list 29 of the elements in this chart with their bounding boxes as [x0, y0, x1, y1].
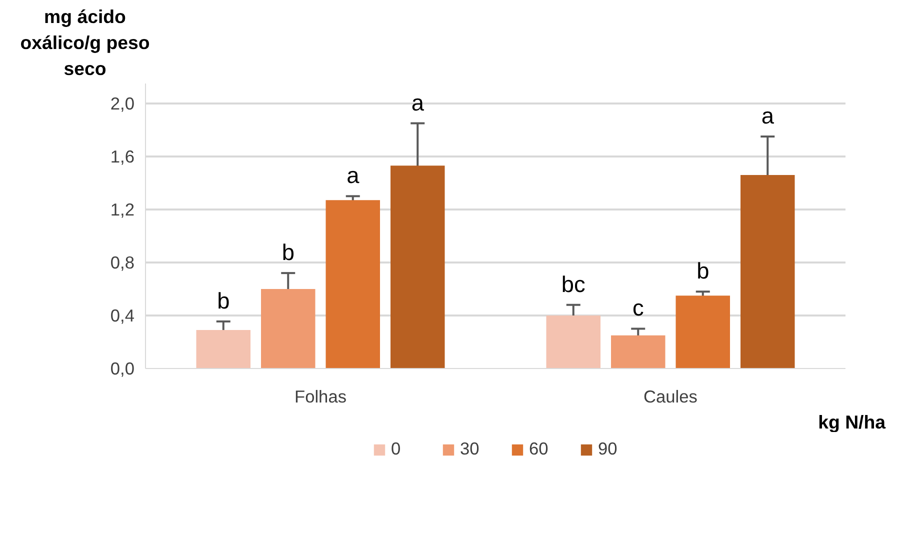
- y-axis-title: mg ácido oxálico/g peso seco: [19, 5, 151, 82]
- x-tick-label: Caules: [644, 386, 698, 406]
- bar: [740, 174, 795, 368]
- bar: [261, 288, 316, 368]
- y-tick-label: 1,6: [110, 146, 135, 166]
- y-tick-label: 0,0: [110, 358, 135, 378]
- legend-label: 0: [391, 438, 402, 460]
- legend-label: 30: [460, 438, 480, 460]
- data-label: b: [217, 287, 230, 314]
- bar: [546, 315, 600, 368]
- data-label: c: [632, 294, 644, 321]
- legend-label: 90: [598, 438, 618, 460]
- y-tick-label: 0,4: [110, 305, 135, 326]
- legend-label: 60: [529, 438, 549, 460]
- data-label: b: [282, 239, 294, 266]
- data-label: a: [761, 102, 774, 129]
- data-label: b: [696, 258, 710, 284]
- bar: [326, 200, 380, 368]
- bar: [390, 166, 445, 368]
- x-tick-label: Folhas: [294, 386, 347, 406]
- y-tick-label: 2,0: [110, 93, 135, 114]
- data-label: a: [411, 89, 424, 116]
- bar: [611, 335, 666, 368]
- y-tick-label: 1,2: [110, 199, 135, 220]
- bar: [196, 330, 250, 368]
- y-tick-label: 0,8: [110, 252, 135, 272]
- data-label: bc: [561, 270, 586, 297]
- bar: [676, 296, 730, 368]
- data-label: a: [346, 162, 360, 188]
